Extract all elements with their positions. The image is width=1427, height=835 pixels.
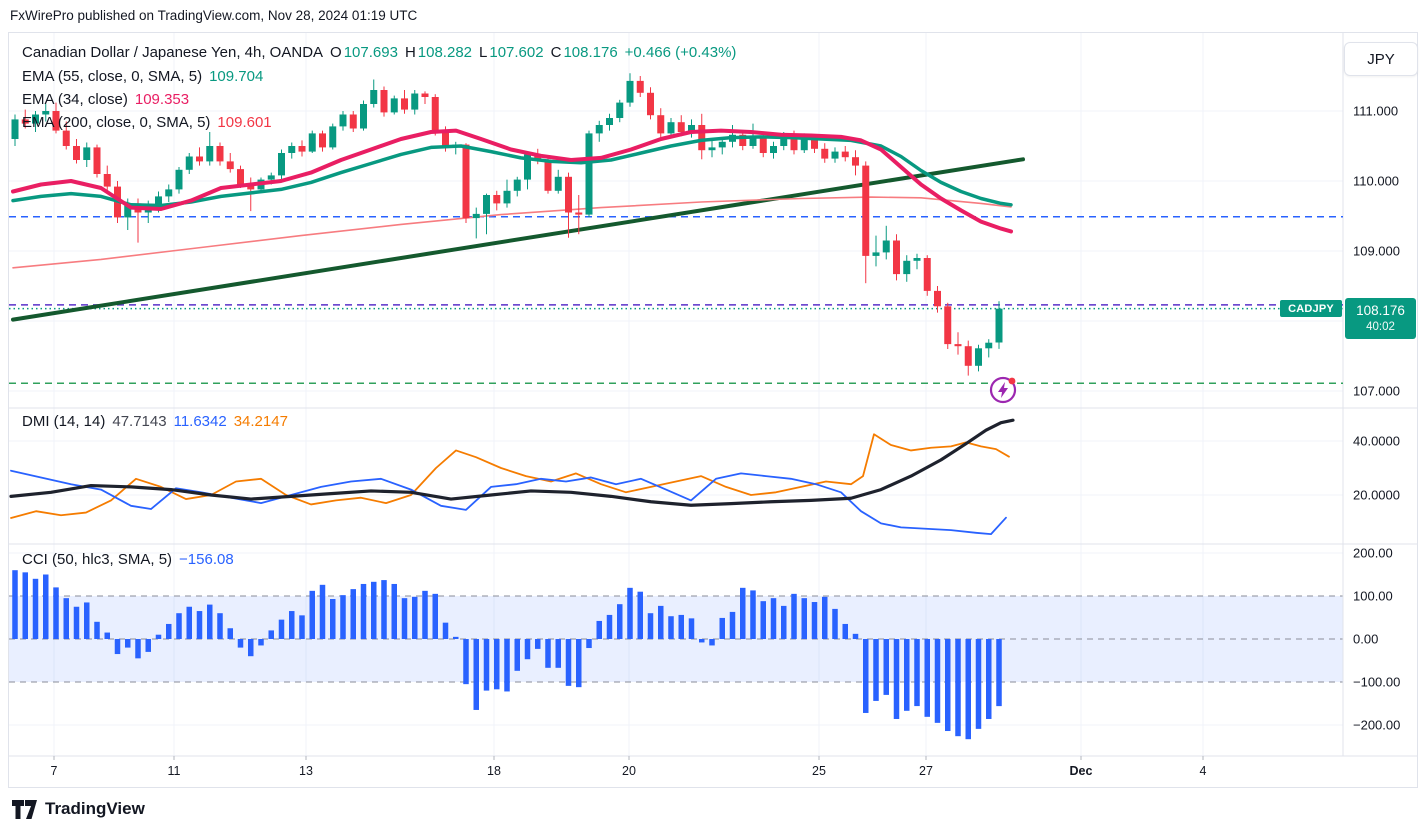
ema55-value: 109.704	[209, 68, 264, 85]
time-axis-labels: 7 11 13 18 20 25 27 Dec 4	[51, 756, 1207, 778]
open-value: O 107.693	[330, 44, 398, 61]
svg-text:200.00: 200.00	[1353, 546, 1393, 561]
svg-text:−200.00: −200.00	[1353, 718, 1400, 733]
ema55-label: EMA (55, close, 0, SMA, 5)	[22, 68, 203, 85]
svg-text:40.0000: 40.0000	[1353, 434, 1400, 449]
chart-frame: 111.000 110.000 109.000 107.000 40.0000 20.00…	[8, 32, 1418, 788]
low-value: L 107.602	[479, 44, 544, 61]
currency-button[interactable]: JPY	[1344, 42, 1418, 76]
svg-text:109.000: 109.000	[1353, 244, 1400, 259]
ema34-label: EMA (34, close)	[22, 91, 128, 108]
dmi-legend[interactable]: DMI (14, 14) 47.7143 11.6342 34.2147	[22, 413, 288, 430]
cci-label: CCI (50, hlc3, SMA, 5)	[22, 551, 173, 568]
overlays-over	[11, 128, 1013, 234]
change-value: +0.466 (+0.43%)	[624, 44, 737, 61]
price-axis-labels: 111.000 110.000 109.000 107.000 40.0000 20.00…	[1353, 104, 1400, 733]
svg-text:100.00: 100.00	[1353, 589, 1393, 604]
svg-text:107.000: 107.000	[1353, 384, 1400, 399]
cci-legend[interactable]: CCI (50, hlc3, SMA, 5) −156.08	[22, 551, 234, 568]
symbol-price-tag: CADJPY	[1280, 300, 1342, 317]
dmi-label: DMI (14, 14)	[22, 413, 106, 430]
symbol-legend[interactable]: Canadian Dollar / Japanese Yen, 4h, OAND…	[22, 44, 736, 61]
high-value: H 108.282	[404, 44, 473, 61]
lightning-marker-icon[interactable]	[989, 376, 1017, 404]
svg-text:25: 25	[812, 764, 826, 778]
last-price-badge: 108.176 40:02	[1345, 298, 1416, 339]
svg-text:Dec: Dec	[1070, 764, 1093, 778]
ema200-value: 109.601	[217, 114, 272, 131]
svg-text:18: 18	[487, 764, 501, 778]
dmi-lines	[9, 418, 1015, 536]
ema34-value: 109.353	[134, 91, 190, 108]
svg-text:111.000: 111.000	[1353, 104, 1398, 119]
time-axis[interactable]	[8, 755, 1342, 787]
price-axis[interactable]	[1342, 80, 1419, 755]
svg-text:20: 20	[622, 764, 636, 778]
svg-text:110.000: 110.000	[1353, 174, 1399, 189]
ema200-label: EMA (200, close, 0, SMA, 5)	[22, 114, 211, 131]
svg-text:7: 7	[51, 764, 58, 778]
svg-text:13: 13	[299, 764, 313, 778]
dmi-adx-value: 47.7143	[112, 413, 167, 430]
cci-value: −156.08	[179, 551, 234, 568]
svg-text:0.00: 0.00	[1353, 632, 1378, 647]
price-levels	[9, 215, 1343, 385]
chart-canvas[interactable]: 111.000 110.000 109.000 107.000 40.0000 20.00…	[9, 33, 1417, 787]
svg-text:27: 27	[919, 764, 933, 778]
close-value: C 108.176	[550, 44, 618, 61]
tradingview-logo-icon	[12, 799, 37, 819]
symbol-name: Canadian Dollar / Japanese Yen, 4h, OAND…	[22, 44, 324, 61]
dmi-di-plus-value: 11.6342	[173, 413, 227, 430]
ema34-legend[interactable]: EMA (34, close) 109.353	[22, 91, 189, 108]
tradingview-logo[interactable]: TradingView	[12, 799, 145, 819]
svg-text:11: 11	[168, 764, 181, 778]
bar-countdown: 40:02	[1366, 320, 1395, 333]
last-price-value: 108.176	[1356, 302, 1405, 318]
gridlines	[9, 33, 1343, 756]
svg-text:4: 4	[1200, 764, 1207, 778]
dmi-di-minus-value: 34.2147	[233, 413, 288, 430]
page-title: FxWirePro published on TradingView.com, …	[10, 8, 418, 23]
panel-separators	[9, 33, 1417, 757]
svg-text:20.0000: 20.0000	[1353, 488, 1400, 503]
ema55-legend[interactable]: EMA (55, close, 0, SMA, 5) 109.704	[22, 68, 263, 85]
svg-text:−100.00: −100.00	[1353, 675, 1400, 690]
cci-histogram	[12, 570, 1002, 740]
overlays-under	[11, 157, 1025, 322]
ema200-legend[interactable]: EMA (200, close, 0, SMA, 5) 109.601	[22, 114, 272, 131]
tradingview-wordmark: TradingView	[45, 799, 145, 818]
